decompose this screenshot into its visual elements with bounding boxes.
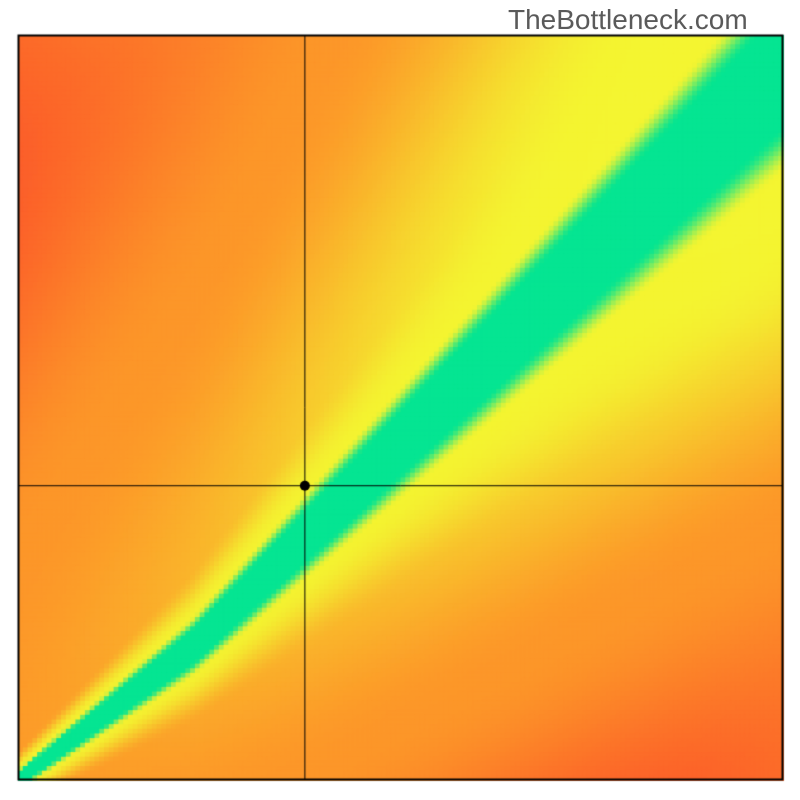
bottleneck-heatmap — [0, 0, 800, 800]
watermark-text: TheBottleneck.com — [508, 4, 748, 36]
